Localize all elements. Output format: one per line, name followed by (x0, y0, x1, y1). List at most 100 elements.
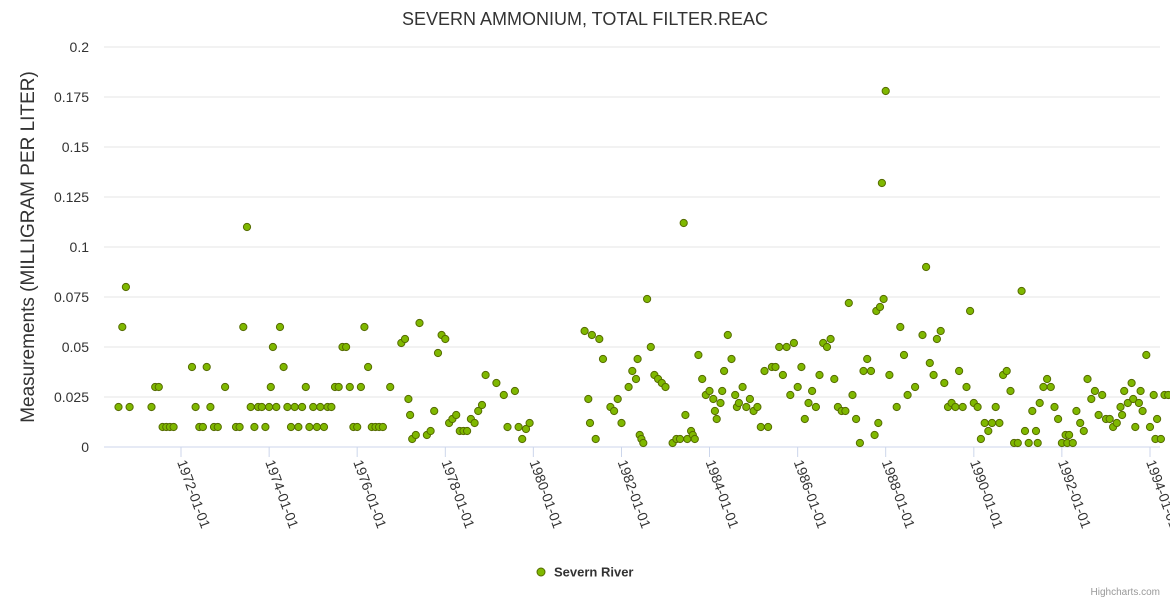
data-point[interactable] (694, 350, 703, 360)
data-point[interactable] (1050, 402, 1059, 412)
data-point[interactable] (309, 402, 318, 412)
data-point[interactable] (268, 342, 277, 352)
data-point[interactable] (521, 424, 531, 434)
data-point[interactable] (892, 402, 901, 412)
data-point[interactable] (698, 374, 707, 384)
data-point[interactable] (305, 422, 314, 432)
data-point[interactable] (786, 390, 795, 400)
data-point[interactable] (756, 422, 765, 432)
data-point[interactable] (1033, 438, 1042, 448)
data-point[interactable] (771, 362, 780, 372)
data-point[interactable] (441, 334, 450, 344)
data-point[interactable] (1028, 406, 1037, 416)
data-point[interactable] (345, 382, 354, 392)
data-point[interactable] (356, 382, 365, 392)
data-point[interactable] (808, 386, 817, 396)
data-point[interactable] (870, 430, 879, 440)
data-point[interactable] (242, 222, 252, 232)
data-point[interactable] (272, 402, 281, 412)
data-point[interactable] (585, 418, 595, 428)
data-point[interactable] (406, 410, 415, 420)
data-point[interactable] (936, 326, 945, 336)
data-point[interactable] (1090, 386, 1100, 396)
data-point[interactable] (1017, 286, 1026, 296)
data-point[interactable] (980, 418, 989, 428)
data-point[interactable] (855, 438, 865, 448)
data-point[interactable] (797, 362, 806, 372)
data-point[interactable] (198, 422, 207, 432)
data-point[interactable] (753, 402, 762, 412)
data-point[interactable] (633, 354, 642, 364)
data-point[interactable] (154, 382, 163, 392)
data-point[interactable] (275, 322, 285, 332)
data-point[interactable] (591, 434, 600, 444)
data-point[interactable] (1002, 366, 1011, 376)
data-point[interactable] (1156, 434, 1166, 444)
data-point[interactable] (727, 354, 736, 364)
data-point[interactable] (624, 382, 633, 392)
data-point[interactable] (206, 402, 215, 412)
data-point[interactable] (492, 378, 501, 388)
data-point[interactable] (1013, 438, 1022, 448)
data-point[interactable] (1087, 394, 1096, 404)
data-point[interactable] (734, 398, 744, 408)
data-point[interactable] (294, 422, 303, 432)
data-point[interactable] (327, 402, 336, 412)
data-point[interactable] (246, 402, 255, 412)
data-point[interactable] (257, 402, 266, 412)
data-point[interactable] (430, 406, 439, 416)
data-point[interactable] (1043, 374, 1052, 384)
data-point[interactable] (925, 358, 934, 368)
data-point[interactable] (881, 86, 890, 96)
data-point[interactable] (266, 382, 275, 392)
data-point[interactable] (595, 334, 604, 344)
data-point[interactable] (319, 422, 329, 432)
data-point[interactable] (1035, 398, 1044, 408)
data-point[interactable] (499, 390, 508, 400)
data-point[interactable] (1164, 390, 1170, 400)
data-point[interactable] (378, 422, 387, 432)
data-point[interactable] (899, 350, 909, 360)
data-point[interactable] (661, 382, 670, 392)
legend-item-severn-river[interactable]: Severn River (536, 565, 634, 580)
data-point[interactable] (896, 322, 905, 332)
data-point[interactable] (1072, 406, 1081, 416)
data-point[interactable] (114, 402, 123, 412)
data-point[interactable] (958, 402, 967, 412)
data-point[interactable] (690, 434, 699, 444)
data-point[interactable] (1094, 410, 1103, 420)
data-point[interactable] (584, 394, 593, 404)
data-point[interactable] (1120, 386, 1129, 396)
data-point[interactable] (830, 374, 839, 384)
data-point[interactable] (1149, 390, 1158, 400)
data-point[interactable] (1024, 438, 1033, 448)
data-point[interactable] (187, 362, 197, 372)
data-point[interactable] (815, 370, 824, 380)
data-point[interactable] (312, 422, 321, 432)
data-point[interactable] (598, 354, 608, 364)
data-point[interactable] (775, 342, 784, 352)
data-point[interactable] (386, 382, 395, 392)
data-point[interactable] (782, 342, 791, 352)
data-point[interactable] (709, 394, 718, 404)
data-point[interactable] (525, 418, 534, 428)
data-point[interactable] (646, 342, 655, 352)
data-point[interactable] (760, 366, 769, 376)
data-point[interactable] (364, 362, 373, 372)
data-point[interactable] (1112, 418, 1121, 428)
data-point[interactable] (903, 390, 912, 400)
data-point[interactable] (987, 418, 997, 428)
data-point[interactable] (1129, 394, 1138, 404)
data-point[interactable] (929, 370, 938, 380)
data-point[interactable] (481, 370, 490, 380)
data-point[interactable] (510, 386, 520, 396)
data-point[interactable] (610, 406, 619, 416)
credits-link[interactable]: Highcharts.com (1091, 587, 1160, 598)
data-point[interactable] (261, 422, 270, 432)
data-point[interactable] (1138, 406, 1147, 416)
data-point[interactable] (1006, 386, 1015, 396)
data-point[interactable] (848, 390, 857, 400)
data-point[interactable] (995, 418, 1004, 428)
data-point[interactable] (474, 406, 483, 416)
data-point[interactable] (415, 318, 424, 328)
